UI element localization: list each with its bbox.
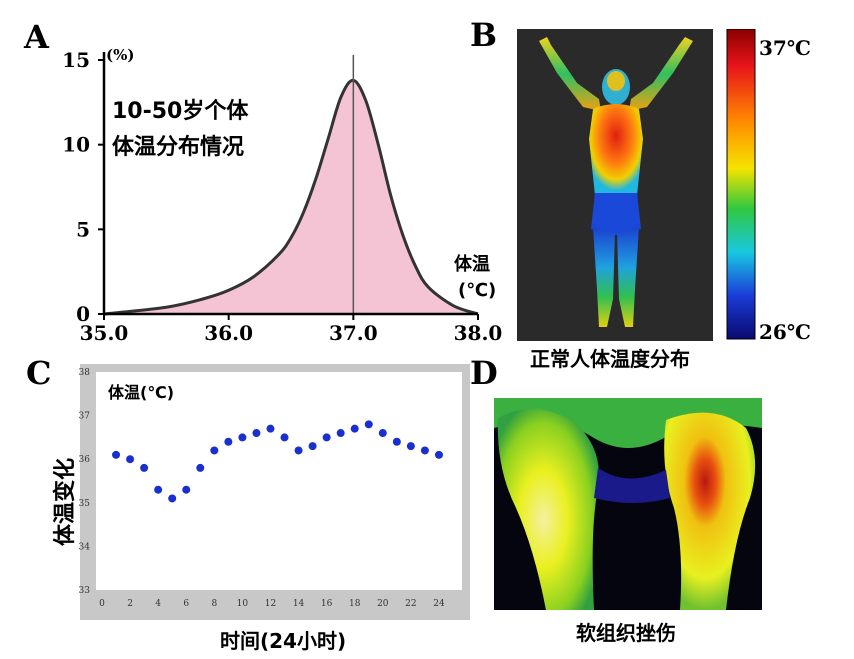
- c-x-label: 时间(24小时): [220, 629, 346, 653]
- c-x-tick-label: 10: [237, 599, 249, 609]
- panel-a-chart: 0 5 10 15 35.0 36.0 37.0 38.0 (%) 10-50岁个体 体温分布…: [62, 46, 502, 345]
- a-y-tick-label: 5: [76, 217, 90, 241]
- c-data-point: [168, 494, 177, 503]
- c-y-tick-label: 33: [79, 586, 91, 596]
- panel-b-label: B: [470, 16, 497, 54]
- c-data-point: [308, 442, 317, 451]
- a-y-tick-label: 15: [62, 48, 90, 72]
- c-data-point: [154, 485, 163, 494]
- c-x-tick-label: 18: [349, 599, 361, 609]
- c-data-point: [252, 429, 261, 438]
- c-data-point: [182, 485, 191, 494]
- temperature-color-scale: [726, 29, 756, 340]
- c-data-point: [406, 442, 415, 451]
- c-data-point: [392, 437, 401, 446]
- c-data-point: [126, 455, 135, 464]
- distribution-curve: [103, 78, 479, 316]
- a-x-tick-label: 37.0: [329, 321, 378, 345]
- c-data-point: [364, 420, 373, 429]
- c-data-point: [280, 433, 289, 442]
- panel-d-caption-area: 软组织挫伤: [576, 621, 676, 645]
- panel-a-label: A: [23, 18, 50, 56]
- panel-b-caption: 正常人体温度分布: [530, 347, 690, 371]
- c-x-tick-label: 14: [293, 599, 305, 609]
- c-data-point: [434, 450, 443, 459]
- c-data-point: [238, 433, 247, 442]
- a-title-line-1: 10-50岁个体: [112, 98, 249, 124]
- a-x-label-line-1: 体温: [454, 253, 490, 275]
- panel-a-ticks: 0 5 10 15 35.0 36.0 37.0 38.0: [62, 48, 502, 345]
- c-data-point: [294, 446, 303, 455]
- panel-c-points: [112, 420, 443, 503]
- c-x-tick-label: 4: [155, 599, 161, 609]
- c-x-tick-label: 6: [183, 599, 189, 609]
- c-data-point: [112, 450, 121, 459]
- c-data-point: [196, 463, 205, 472]
- c-y-tick-label: 38: [79, 368, 91, 378]
- a-y-tick-label: 0: [76, 302, 90, 326]
- c-y-tick-label: 36: [79, 455, 91, 465]
- a-x-tick-label: 38.0: [454, 321, 503, 345]
- a-x-tick-label: 36.0: [204, 321, 253, 345]
- c-data-point: [266, 424, 275, 433]
- c-title: 体温(℃): [108, 383, 174, 402]
- distribution-fill: [104, 80, 478, 314]
- scale-min-label: 26℃: [759, 320, 811, 341]
- a-y-tick-label: 10: [62, 133, 90, 157]
- c-data-point: [420, 446, 429, 455]
- c-data-point: [350, 424, 359, 433]
- c-x-tick-label: 8: [211, 599, 217, 609]
- c-x-tick-label: 20: [377, 599, 389, 609]
- a-y-unit-label: (%): [106, 46, 134, 64]
- c-y-label-holder: 体温变化: [52, 458, 78, 546]
- panel-b-caption-area: 正常人体温度分布: [530, 347, 690, 371]
- c-x-tick-label: 24: [433, 599, 445, 609]
- distribution-area: [103, 54, 479, 316]
- c-data-point: [378, 429, 387, 438]
- panel-d-caption: 软组织挫伤: [576, 621, 676, 645]
- c-x-tick-label: 16: [321, 599, 333, 609]
- panel-a-axes: [102, 52, 478, 316]
- c-data-point: [322, 433, 331, 442]
- panel-d-label: D: [470, 354, 498, 392]
- c-data-point: [224, 437, 233, 446]
- c-x-tick-label: 2: [127, 599, 133, 609]
- c-x-tick-label: 22: [405, 599, 416, 609]
- c-data-point: [336, 429, 345, 438]
- c-y-axis-label: 体温变化: [52, 458, 78, 546]
- thermal-body-figure: 37℃ 26℃: [517, 29, 811, 341]
- c-plot-area: [96, 372, 462, 590]
- a-x-label-line-2: (℃): [458, 280, 496, 301]
- scale-max-label: 37℃: [759, 36, 811, 60]
- panel-c-label: C: [26, 354, 51, 392]
- c-y-tick-label: 37: [79, 412, 91, 422]
- contusion-thermal-image: [494, 398, 762, 610]
- c-data-point: [140, 463, 149, 472]
- a-x-tick-label: 35.0: [80, 321, 129, 345]
- c-x-tick-label: 12: [265, 599, 276, 609]
- c-x-tick-label: 0: [99, 599, 105, 609]
- c-y-tick-label: 35: [79, 499, 91, 509]
- c-y-tick-label: 34: [79, 542, 91, 552]
- c-data-point: [210, 446, 219, 455]
- thermal-body-silhouette: [539, 37, 693, 327]
- a-title-line-2: 体温分布情况: [112, 134, 244, 160]
